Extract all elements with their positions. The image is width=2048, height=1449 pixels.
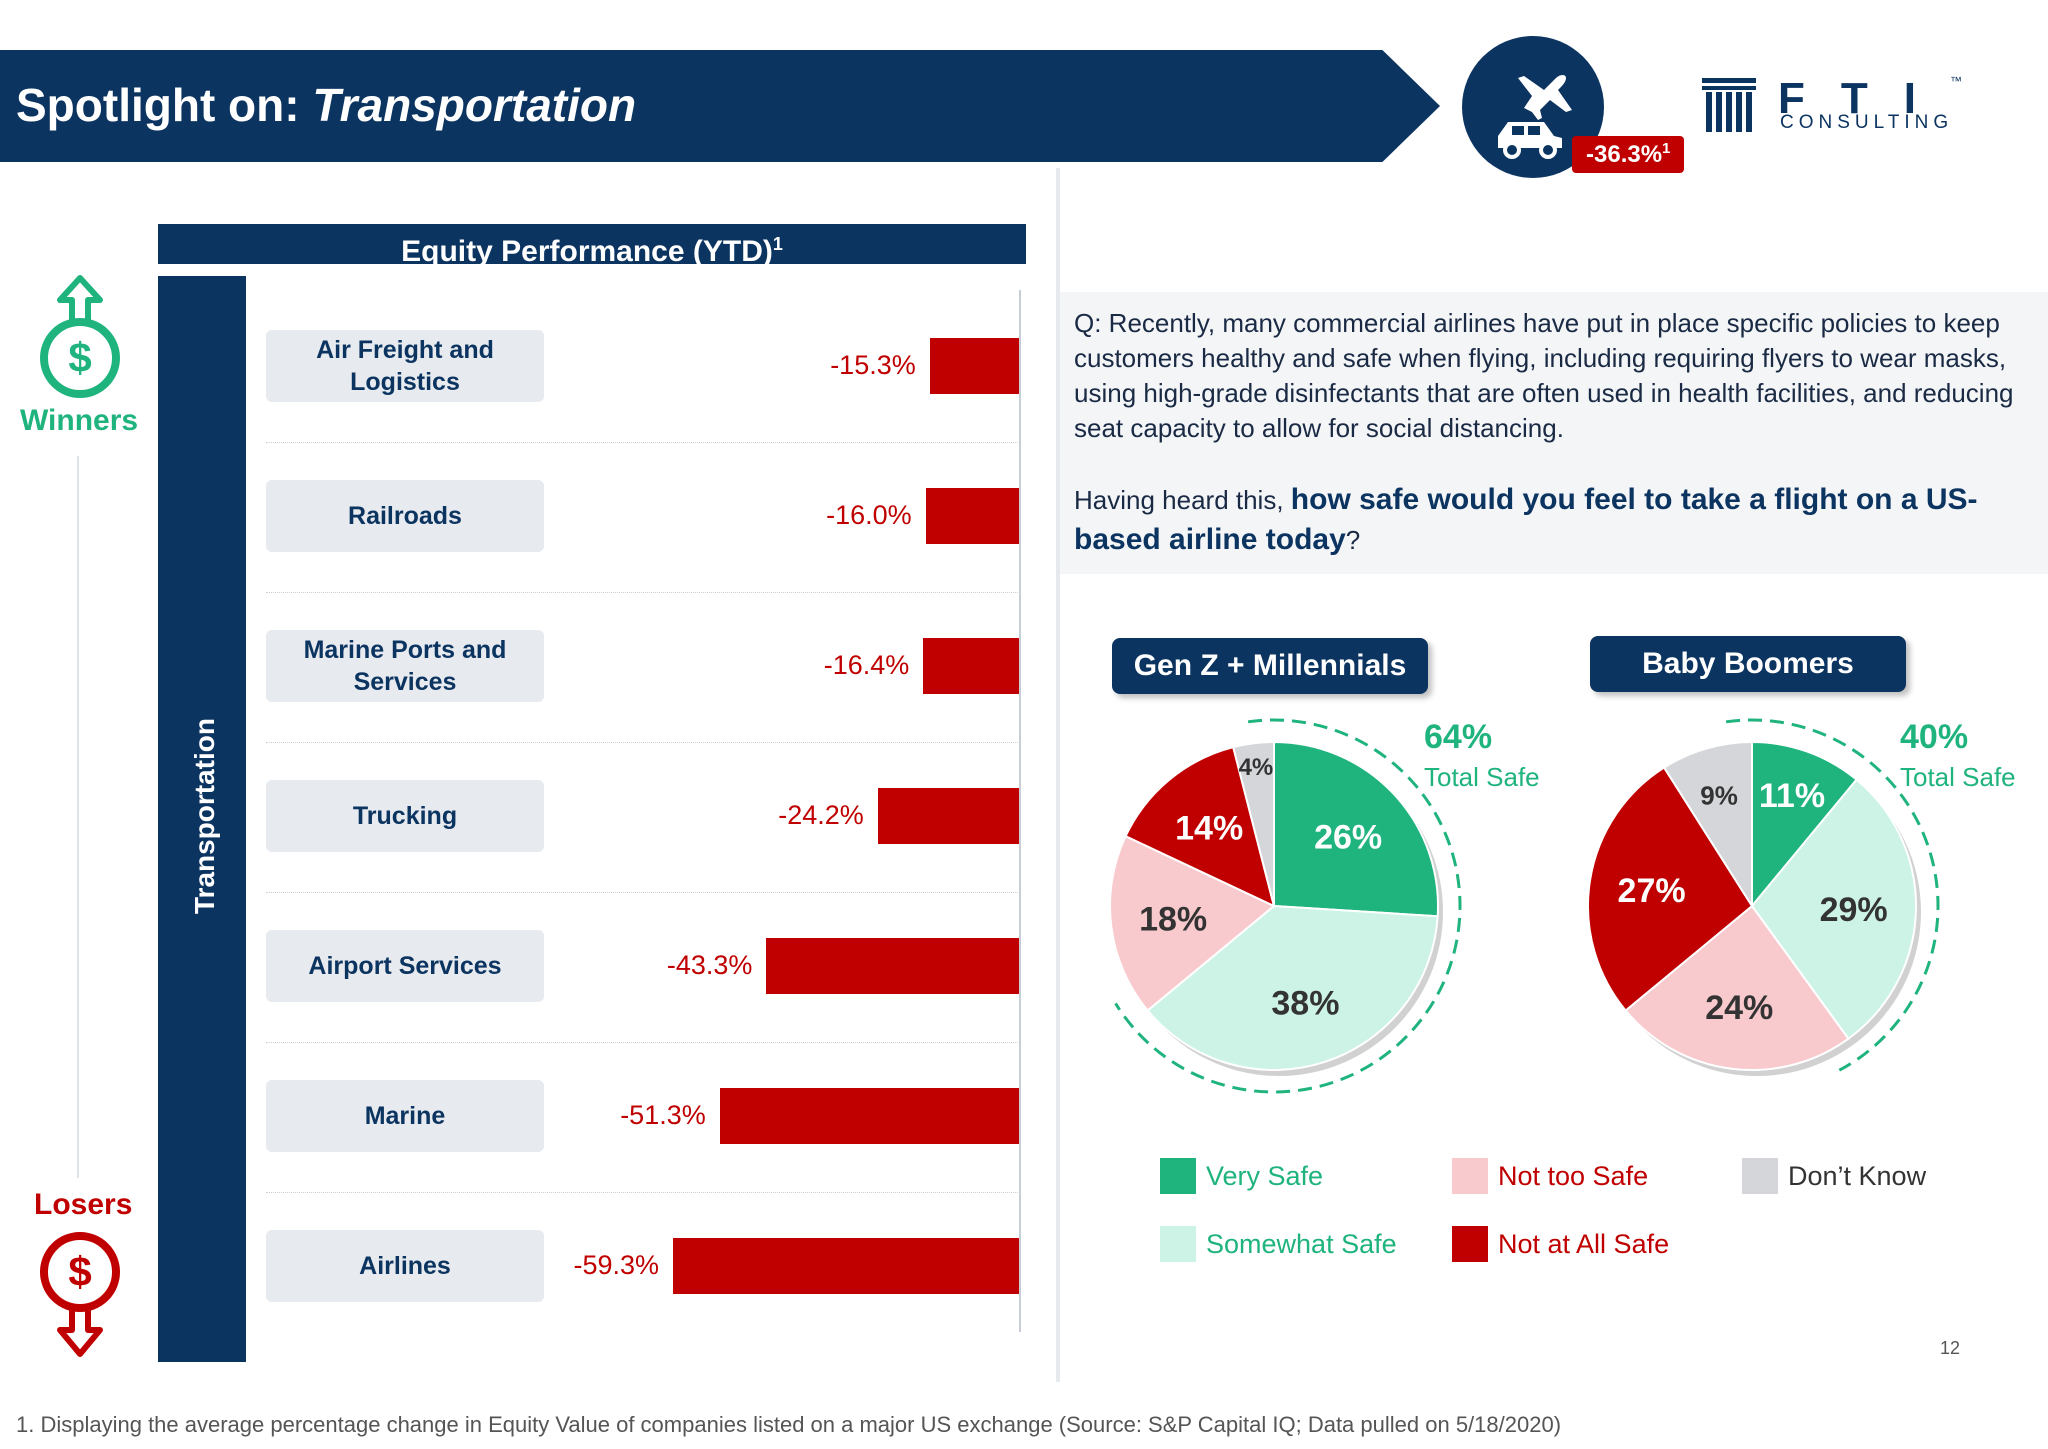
losers-dollar-icon: $ [40,1232,120,1357]
pie-value-label: 38% [1271,985,1339,1023]
category-label: Railroads [266,480,544,552]
pie-value-label: 18% [1139,901,1207,939]
legend-label: Somewhat Safe [1206,1228,1397,1259]
pie-value-label: 24% [1705,989,1773,1027]
winners-dollar-icon: $ [40,275,120,398]
pie-slice [1662,740,1753,910]
winners-losers-axis [77,456,79,1178]
pie-value-label: 4% [1239,754,1274,781]
total-safe-arc [1114,718,1462,1094]
category-label: Marine Ports and Services [266,630,544,702]
legend-label: Don’t Know [1788,1160,1927,1191]
pie-value-label: 27% [1618,872,1686,910]
legend-item: Somewhat Safe [1160,1226,1397,1262]
total-safe-label-boomers: Total Safe [1900,762,2016,792]
pie-slice [1587,766,1754,1012]
pie-slice [1750,778,1918,1041]
equity-bar [923,638,1019,694]
total-safe-pct-genz: 64% [1424,718,1493,756]
sector-label: Transportation [189,718,220,915]
pie-slice [1231,740,1275,907]
bar-value-label: -16.4% [823,650,910,680]
legend-swatch [1160,1226,1196,1262]
question-box [1060,292,2048,574]
equity-bar [925,488,1019,544]
bar-value-label: -59.3% [573,1250,660,1280]
total-safe-pct-boomers: 40% [1900,718,1969,756]
equity-bar [719,1088,1019,1144]
legend-label: Not too Safe [1498,1160,1649,1191]
legend-label: Not at All Safe [1498,1228,1670,1259]
category-label: Airport Services [266,930,544,1002]
equity-bar [929,338,1019,394]
pie-value-label: 26% [1314,818,1382,856]
legend-item: Not at All Safe [1452,1226,1669,1262]
pie-value-label: 9% [1700,781,1738,811]
row-separator [266,892,1020,893]
bar-value-label: -15.3% [830,350,916,380]
pie-value-label: 11% [1759,777,1825,815]
equity-bar [877,788,1019,844]
bar-value-label: -43.3% [666,950,753,980]
bar-value-label: -24.2% [778,800,864,830]
total-safe-arc [1725,718,1940,1072]
row-separator [266,1192,1020,1193]
legend-swatch [1160,1158,1196,1194]
category-label: Trucking [266,780,544,852]
sector-bar [158,276,246,1362]
logo-letters: FTI [1778,74,1952,123]
category-label: Air Freight and Logistics [266,330,544,402]
row-separator [266,442,1020,443]
logo-tm: ™ [1950,74,1962,88]
pie-slice [1273,740,1439,918]
pie-slice [1124,745,1276,908]
legend-label: Very Safe [1206,1160,1324,1191]
car-icon [1498,122,1562,159]
pie-value-label: 29% [1820,891,1888,929]
panel-divider [1056,168,1060,1382]
zero-axis-line [1019,290,1021,1332]
winners-label: Winners [20,404,139,437]
svg-text:$: $ [68,334,91,381]
legend-swatch [1742,1158,1778,1194]
safety-pie-charts: 26% 38% 18% 14% 4% 11% 29% 24% 27% 9% [1109,718,1940,1094]
group-header-boomers: Baby Boomers [1590,636,1906,692]
category-label: Airlines [266,1230,544,1302]
equity-chart-title: Equity Performance (YTD)1 [158,224,1026,268]
bar-value-label: -16.0% [826,500,912,530]
survey-question: Q: Recently, many commercial airlines ha… [1074,308,2014,443]
survey-prompt: Having heard this, how safe would you fe… [1074,483,1978,556]
legend-swatch [1452,1158,1488,1194]
pie-slice [1146,904,1439,1071]
footnote: 1. Displaying the average percentage cha… [16,1412,1562,1437]
category-label: Marine [266,1080,544,1152]
group-header-genz: Gen Z + Millennials [1112,638,1428,694]
legend-swatch [1452,1226,1488,1262]
pie-slice [1624,904,1850,1071]
sector-change-badge: -36.3%1 [1572,136,1685,173]
row-separator [266,742,1020,743]
bar-value-label: -51.3% [620,1100,706,1130]
row-separator [266,592,1020,593]
pie-slice [1751,740,1858,909]
equity-bar [673,1238,1019,1294]
row-separator [266,1042,1020,1043]
equity-bar [766,938,1019,994]
losers-label: Losers [34,1188,133,1221]
logo-mark-icon [1702,78,1756,132]
svg-text:$: $ [68,1248,91,1295]
legend-item: Don’t Know [1742,1158,1926,1194]
logo-subtitle: CONSULTING [1780,112,1954,133]
page-title: Spotlight on: Transportation [16,79,637,131]
total-safe-label-genz: Total Safe [1424,762,1540,792]
pie-slice [1109,834,1276,1012]
header-bar [0,50,1440,162]
legend-item: Not too Safe [1452,1158,1648,1194]
airplane-icon [1518,75,1572,120]
pie-value-label: 14% [1175,810,1243,848]
legend-item: Very Safe [1160,1158,1323,1194]
page-number: 12 [1940,1338,1961,1358]
